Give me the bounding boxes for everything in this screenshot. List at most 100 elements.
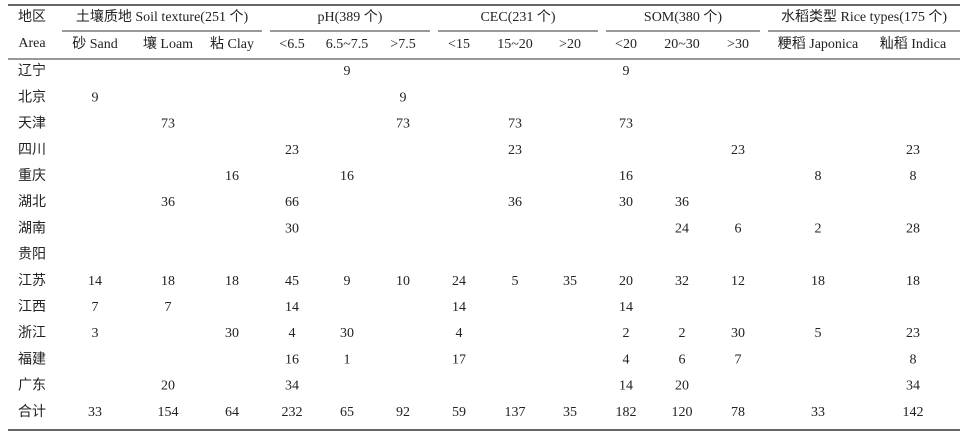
cell-value: 23 <box>906 326 920 341</box>
cell-value: 14 <box>619 379 633 394</box>
cell-value: 20 <box>619 274 633 289</box>
cell-value: 30 <box>225 326 239 341</box>
area-header: 地区 <box>18 9 46 25</box>
cell-value: 2 <box>815 221 822 236</box>
cell-value: 8 <box>910 169 917 184</box>
cell-value: 18 <box>811 274 825 289</box>
cell-value: 4 <box>289 326 296 341</box>
cell-value: 73 <box>161 117 175 132</box>
cell-value: 16 <box>285 352 299 367</box>
column-header: >20 <box>559 37 581 52</box>
cell-value: 34 <box>906 379 920 394</box>
area-label: 浙江 <box>18 325 46 341</box>
column-header: <15 <box>448 37 470 52</box>
column-header: <20 <box>615 37 637 52</box>
cell-value: 64 <box>225 405 239 420</box>
cell-value: 35 <box>563 405 577 420</box>
area-label: 福建 <box>18 351 46 367</box>
cell-value: 7 <box>165 300 172 315</box>
cell-value: 33 <box>811 405 825 420</box>
column-header: <6.5 <box>279 37 304 52</box>
group-header: 水稻类型 Rice types(175 个) <box>781 9 947 25</box>
area-label: 辽宁 <box>18 62 46 79</box>
cell-value: 78 <box>731 405 745 420</box>
area-label: 贵阳 <box>18 247 46 263</box>
area-label: 北京 <box>18 89 46 105</box>
column-header: 砂 Sand <box>72 36 118 52</box>
area-label: 江西 <box>18 299 46 315</box>
cell-value: 16 <box>619 169 633 184</box>
column-header: 粘 Clay <box>210 36 254 52</box>
cell-value: 16 <box>340 169 354 184</box>
cell-value: 10 <box>396 274 410 289</box>
cell-value: 17 <box>452 352 466 367</box>
group-header: CEC(231 个) <box>480 9 555 25</box>
group-header: 土壤质地 Soil texture(251 个) <box>76 8 249 25</box>
cell-value: 23 <box>906 143 920 158</box>
cell-value: 24 <box>452 274 466 289</box>
area-label: 四川 <box>18 143 46 158</box>
cell-value: 24 <box>675 221 689 236</box>
cell-value: 73 <box>619 117 633 132</box>
cell-value: 30 <box>340 326 354 341</box>
cell-value: 9 <box>344 274 351 289</box>
cell-value: 16 <box>225 169 239 184</box>
cell-value: 7 <box>92 300 99 315</box>
cell-value: 7 <box>735 352 742 367</box>
cell-value: 9 <box>623 64 630 79</box>
cell-value: 2 <box>623 326 630 341</box>
area-label: 湖南 <box>18 220 46 236</box>
cell-value: 2 <box>679 326 686 341</box>
group-header: pH(389 个) <box>318 9 383 25</box>
cell-value: 36 <box>675 195 689 210</box>
column-header: 籼稻 Indica <box>880 36 947 52</box>
cell-value: 65 <box>340 405 354 420</box>
cell-value: 14 <box>452 300 466 315</box>
cell-value: 23 <box>285 143 299 158</box>
cell-value: 18 <box>161 274 175 289</box>
cell-value: 36 <box>161 195 175 210</box>
cell-value: 23 <box>508 143 522 158</box>
cell-value: 73 <box>396 117 410 132</box>
cell-value: 154 <box>158 405 179 420</box>
cell-value: 5 <box>512 274 519 289</box>
cell-value: 120 <box>672 405 693 420</box>
cell-value: 137 <box>505 405 526 420</box>
cell-value: 28 <box>906 221 920 236</box>
cell-value: 14 <box>88 274 102 289</box>
cell-value: 14 <box>619 300 633 315</box>
cell-value: 4 <box>623 352 630 367</box>
cell-value: 32 <box>675 274 689 289</box>
cell-value: 14 <box>285 300 299 315</box>
cell-value: 73 <box>508 117 522 132</box>
area-label: 合计 <box>18 404 46 420</box>
cell-value: 30 <box>285 221 299 236</box>
cell-value: 6 <box>735 221 742 236</box>
column-header: 6.5~7.5 <box>326 37 369 52</box>
cell-value: 9 <box>344 64 351 79</box>
column-header: 15~20 <box>497 37 533 52</box>
area-label: 天津 <box>18 116 46 132</box>
cell-value: 9 <box>400 90 407 105</box>
cell-value: 30 <box>731 326 745 341</box>
column-header: 壤 Loam <box>143 35 193 52</box>
area-label: 重庆 <box>18 168 46 184</box>
cell-value: 34 <box>285 379 299 394</box>
cell-value: 9 <box>92 90 99 105</box>
cell-value: 4 <box>456 326 463 341</box>
cell-value: 5 <box>815 326 822 341</box>
cell-value: 142 <box>903 405 924 420</box>
cell-value: 8 <box>815 169 822 184</box>
column-header: 粳稻 Japonica <box>778 36 859 52</box>
group-header: SOM(380 个) <box>644 9 723 25</box>
area-label: 湖北 <box>18 194 46 210</box>
cell-value: 1 <box>344 352 351 367</box>
cell-value: 35 <box>563 274 577 289</box>
cell-value: 20 <box>161 379 175 394</box>
cell-value: 59 <box>452 405 466 420</box>
cell-value: 30 <box>619 195 633 210</box>
cell-value: 182 <box>616 405 637 420</box>
cell-value: 6 <box>679 352 686 367</box>
area-label: 广东 <box>18 378 46 394</box>
